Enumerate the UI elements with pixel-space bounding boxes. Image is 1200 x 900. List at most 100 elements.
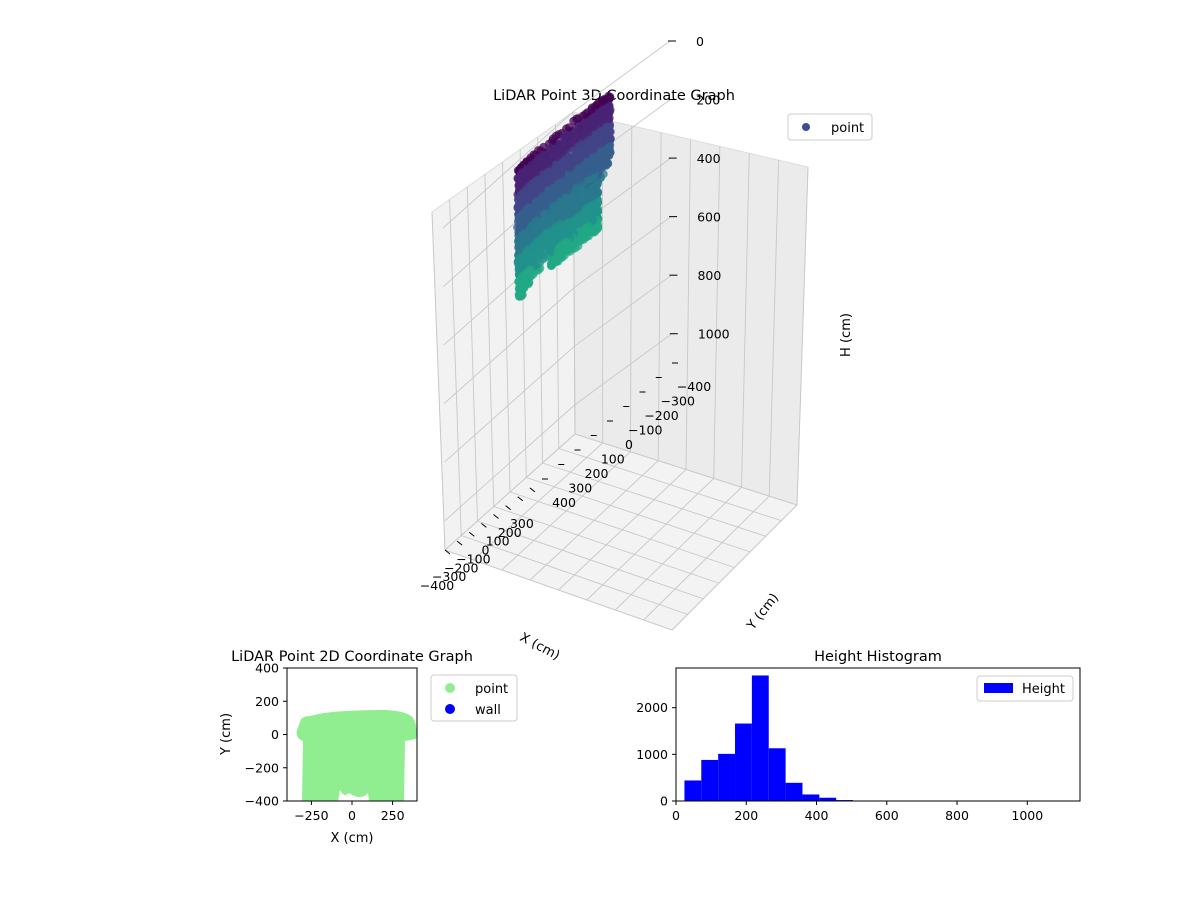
point-marker — [533, 202, 543, 211]
grid-line — [431, 211, 446, 551]
y-tick-label-3d: 100 — [601, 452, 625, 467]
z-tick-label-3d: 800 — [697, 268, 721, 283]
legend-3d-marker — [802, 123, 810, 131]
axes-3d: −400−300−200−1000100200300−400−300−200−1… — [420, 34, 730, 593]
x-tick-label-2d: −250 — [294, 808, 328, 823]
x-tick-3d — [517, 496, 524, 502]
x-tick-label-histogram: 1000 — [1011, 808, 1043, 823]
z-tick-label-3d: 400 — [697, 151, 721, 166]
grid-line — [796, 166, 809, 506]
grid-line — [657, 132, 662, 461]
legend-histogram: Height — [976, 675, 1074, 702]
grid-line — [768, 160, 780, 497]
z-tick-label-3d: 600 — [697, 210, 721, 225]
grid-line — [444, 404, 576, 522]
grid-line — [586, 478, 715, 601]
y-tick-label-2d: 400 — [255, 661, 279, 676]
point-marker — [536, 248, 545, 258]
z-tick-label-3d: 1000 — [698, 327, 730, 342]
x-tick-3d — [444, 549, 451, 555]
y-tick-label-histogram: 1000 — [636, 747, 668, 762]
histogram-bar — [785, 782, 803, 801]
point-marker — [564, 123, 574, 132]
x-tick-label-histogram: 400 — [805, 808, 829, 823]
point-marker — [569, 153, 578, 163]
y-tick-label-3d: −200 — [644, 408, 678, 423]
point-marker — [563, 245, 573, 254]
x-tick-3d — [493, 514, 499, 519]
point-marker — [570, 171, 579, 181]
x-tick-label-histogram: 200 — [734, 808, 758, 823]
point-cloud-3d — [513, 91, 615, 301]
x-tick-label-2d: 0 — [348, 808, 356, 823]
grid-line — [574, 274, 672, 347]
grid-line — [443, 287, 575, 404]
point-marker — [543, 160, 553, 169]
x-tick-label-3d: 200 — [498, 525, 522, 540]
histogram-bar — [751, 675, 769, 801]
x-axis-label-2d: X (cm) — [331, 831, 374, 846]
x-tick-label-3d: 300 — [510, 516, 534, 531]
grid-line — [572, 40, 671, 113]
grid-line — [713, 146, 721, 479]
y-axis-label-2d: Y (cm) — [219, 713, 234, 756]
point-marker — [541, 195, 550, 204]
grid-line — [558, 448, 782, 522]
x-tick-label-3d: −200 — [444, 560, 478, 575]
point-marker — [556, 182, 565, 191]
histogram-bar — [718, 753, 736, 801]
y-tick-label-3d: −300 — [661, 394, 695, 409]
histogram-bar — [701, 759, 719, 801]
legend-3d-frame — [787, 113, 873, 141]
point-marker — [546, 151, 555, 161]
grid-line — [643, 495, 770, 621]
legend-2d-point-marker — [445, 683, 455, 693]
x-tick-label-histogram: 600 — [875, 808, 899, 823]
grid-line — [484, 174, 495, 507]
grid-line — [466, 186, 478, 522]
point-marker — [543, 236, 553, 245]
point-marker — [551, 223, 561, 232]
plot-frame-histogram — [675, 667, 1081, 802]
x-tick-3d — [456, 540, 463, 546]
x-tick-3d — [468, 531, 475, 537]
point-marker — [551, 131, 561, 141]
point-marker — [563, 186, 572, 195]
ticks-histogram: 0 200 400 600 800 1000 0 1000 2000 — [636, 700, 1043, 823]
histogram-bars — [684, 675, 1056, 801]
chart-3d: LiDAR Point 3D Coordinate Graph −400−300… — [420, 34, 873, 664]
grid-line — [741, 153, 750, 488]
grid-line — [444, 345, 575, 463]
y-tick-label-3d: 200 — [585, 466, 609, 481]
point-marker — [563, 226, 572, 235]
grid-line — [542, 462, 766, 537]
point-marker — [550, 201, 559, 211]
z-tick-label-3d: 200 — [696, 93, 720, 108]
grid-line — [526, 477, 751, 553]
z-tick-label-3d: 0 — [696, 34, 704, 49]
legend-2d-wall-marker — [445, 704, 455, 714]
grid-line — [574, 333, 673, 406]
legend-histogram-label: Height — [1022, 682, 1065, 697]
point-marker — [563, 198, 572, 207]
x-tick-label-2d: 250 — [381, 808, 405, 823]
x-tick-label-histogram: 0 — [672, 808, 680, 823]
histogram-bar — [802, 794, 820, 801]
chart-histogram: Height Histogram 0 200 400 600 800 1000 0 1000 2… — [636, 649, 1081, 823]
point-marker — [569, 116, 578, 126]
point-marker — [572, 183, 581, 192]
chart-2d-title: LiDAR Point 2D Coordinate Graph — [231, 649, 473, 665]
grid-line — [671, 504, 798, 631]
y-tick-label-3d: −400 — [677, 379, 711, 394]
grid-line — [630, 125, 633, 452]
y-tick-label-3d: −100 — [628, 423, 662, 438]
x-axis-label-3d: X (cm) — [517, 630, 562, 663]
point-marker — [563, 218, 572, 227]
point-marker — [546, 143, 555, 153]
legend-histogram-swatch — [984, 683, 1013, 693]
y-axis-label-3d: Y (cm) — [744, 591, 782, 634]
y-tick-label-3d: 300 — [568, 481, 592, 496]
grid-3d — [431, 40, 809, 631]
point-marker — [544, 185, 553, 195]
point-marker — [559, 140, 569, 149]
